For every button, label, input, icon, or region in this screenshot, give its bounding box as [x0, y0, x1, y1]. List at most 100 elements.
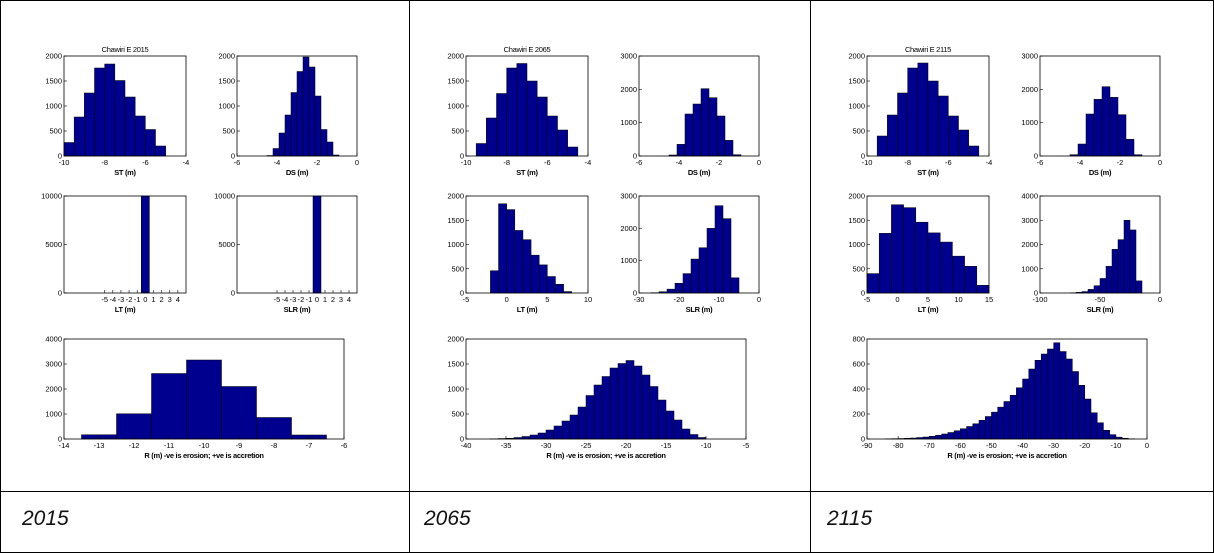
- y-tick-label: 2000: [447, 52, 464, 61]
- y-tick-label: 2000: [45, 385, 62, 394]
- histogram-bar: [724, 140, 734, 157]
- y-tick-label: 1000: [447, 102, 464, 111]
- histogram-bar: [1101, 86, 1111, 157]
- x-axis-label: R (m) -ve is erosion; +ve is accretion: [144, 451, 264, 460]
- x-tick-label: 3: [339, 295, 343, 304]
- histogram-bar: [1096, 422, 1104, 440]
- histogram-bar: [1093, 285, 1101, 294]
- histogram-bar: [278, 132, 286, 157]
- x-tick-label: -2: [314, 158, 321, 167]
- histogram-bar: [1022, 378, 1030, 440]
- y-tick-label: 200: [852, 410, 865, 419]
- x-tick-label: -6: [1037, 158, 1044, 167]
- histogram-bar: [1117, 114, 1127, 157]
- chart-panel-2115: -10 -8 -6 -4 0 500 1000 1500 2000 ST (m) Chawiri E…: [815, 6, 1207, 486]
- histogram-bar: [536, 96, 548, 157]
- x-tick-label: 1: [151, 295, 155, 304]
- histogram-14: -90 -80 -70 -60 -50 -40 -30 -20 -10 0 0 200 400 600 80…: [852, 335, 1149, 461]
- histogram-bar: [878, 233, 892, 294]
- histogram-bar: [1111, 249, 1119, 294]
- histogram-bar: [296, 71, 304, 157]
- histogram-bar: [1090, 412, 1098, 440]
- histogram-bar: [1028, 368, 1036, 440]
- chart-panel-2015: -10 -8 -6 -4 0 500 1000 1500 2000 ST (m) Chawiri E…: [12, 6, 404, 486]
- y-tick-label: 500: [852, 264, 865, 273]
- histogram-bar: [649, 386, 659, 440]
- histogram-4: -14 -13 -12 -11 -10 -9 -8 -7 -6 0 1000 2000 3000 4000…: [45, 335, 347, 461]
- histogram-bar: [1109, 434, 1117, 440]
- histogram-bar: [947, 432, 955, 440]
- histogram-bar: [516, 63, 528, 157]
- x-tick-label: -25: [581, 441, 592, 450]
- chart-title: Chawiri E 2015: [102, 45, 149, 54]
- y-tick-label: 3000: [1021, 216, 1038, 225]
- histogram-bar: [506, 209, 516, 294]
- histogram-bar: [1105, 266, 1113, 294]
- y-tick-label: 1000: [848, 102, 865, 111]
- x-axis-label: LT (m): [918, 305, 939, 314]
- x-tick-label: 4: [347, 295, 351, 304]
- x-tick-label: 0: [505, 295, 509, 304]
- x-tick-label: 10: [584, 295, 592, 304]
- x-tick-label: 0: [757, 158, 761, 167]
- x-tick-label: -11: [164, 441, 174, 450]
- x-tick-label: 0: [315, 295, 319, 304]
- y-tick-label: 2000: [620, 224, 637, 233]
- histogram-bar: [314, 95, 322, 157]
- x-tick-label: -10: [1110, 441, 1121, 450]
- y-tick-label: 800: [852, 335, 865, 344]
- y-tick-label: 0: [1034, 289, 1038, 298]
- x-tick-label: 0: [1158, 295, 1162, 304]
- x-tick-label: -2: [126, 295, 133, 304]
- x-tick-label: -8: [271, 441, 278, 450]
- histogram-bar: [937, 95, 949, 157]
- y-tick-label: 5000: [45, 240, 62, 249]
- x-tick-label: -7: [306, 441, 313, 450]
- histogram-bar: [714, 205, 724, 294]
- histogram-bar: [312, 195, 322, 294]
- histogram-bar: [134, 115, 146, 157]
- x-tick-label: -2: [1117, 158, 1124, 167]
- x-axis-label: SLR (m): [1087, 305, 1114, 314]
- y-tick-label: 10000: [41, 192, 62, 201]
- y-tick-label: 500: [49, 127, 62, 136]
- x-tick-label: -15: [661, 441, 672, 450]
- y-tick-label: 500: [222, 127, 235, 136]
- axes-frame: [236, 195, 358, 294]
- histogram-bar: [866, 273, 880, 294]
- x-axis-label: DS (m): [286, 168, 309, 177]
- x-tick-label: -90: [862, 441, 873, 450]
- x-axis-label: R (m) -ve is erosion; +ve is accretion: [546, 451, 666, 460]
- x-tick-label: -2: [716, 158, 723, 167]
- y-tick-label: 10000: [214, 192, 235, 201]
- histogram-bar: [698, 247, 708, 294]
- histogram-bar: [475, 143, 487, 157]
- histogram-bar: [151, 373, 187, 440]
- histogram-bar: [935, 435, 942, 440]
- y-tick-label: 0: [460, 289, 464, 298]
- y-tick-label: 1000: [45, 102, 62, 111]
- histogram-bar: [124, 96, 136, 157]
- histogram-bar: [891, 204, 904, 294]
- histogram-13: -100 -50 0 0 1000 2000 3000 4000 SLR (m): [1021, 192, 1162, 315]
- axes-frame: [63, 195, 187, 294]
- histogram-bar: [141, 195, 150, 294]
- x-axis-label: DS (m): [688, 168, 711, 177]
- column-divider: [409, 0, 410, 553]
- histogram-bar: [984, 416, 992, 440]
- x-tick-label: 0: [1158, 158, 1162, 167]
- histogram-bar: [104, 63, 116, 157]
- histogram-bar: [978, 420, 986, 440]
- y-tick-label: 2000: [218, 52, 235, 61]
- histogram-bar: [498, 203, 507, 294]
- caption-2115: 2115: [827, 507, 873, 530]
- y-tick-label: 1000: [620, 256, 637, 265]
- histogram-bar: [991, 411, 998, 440]
- x-tick-label: -6: [142, 158, 149, 167]
- x-tick-label: -6: [636, 158, 643, 167]
- y-tick-label: 2000: [848, 192, 865, 201]
- x-tick-label: -4: [109, 295, 116, 304]
- histogram-bar: [708, 97, 718, 157]
- histogram-bar: [997, 406, 1005, 440]
